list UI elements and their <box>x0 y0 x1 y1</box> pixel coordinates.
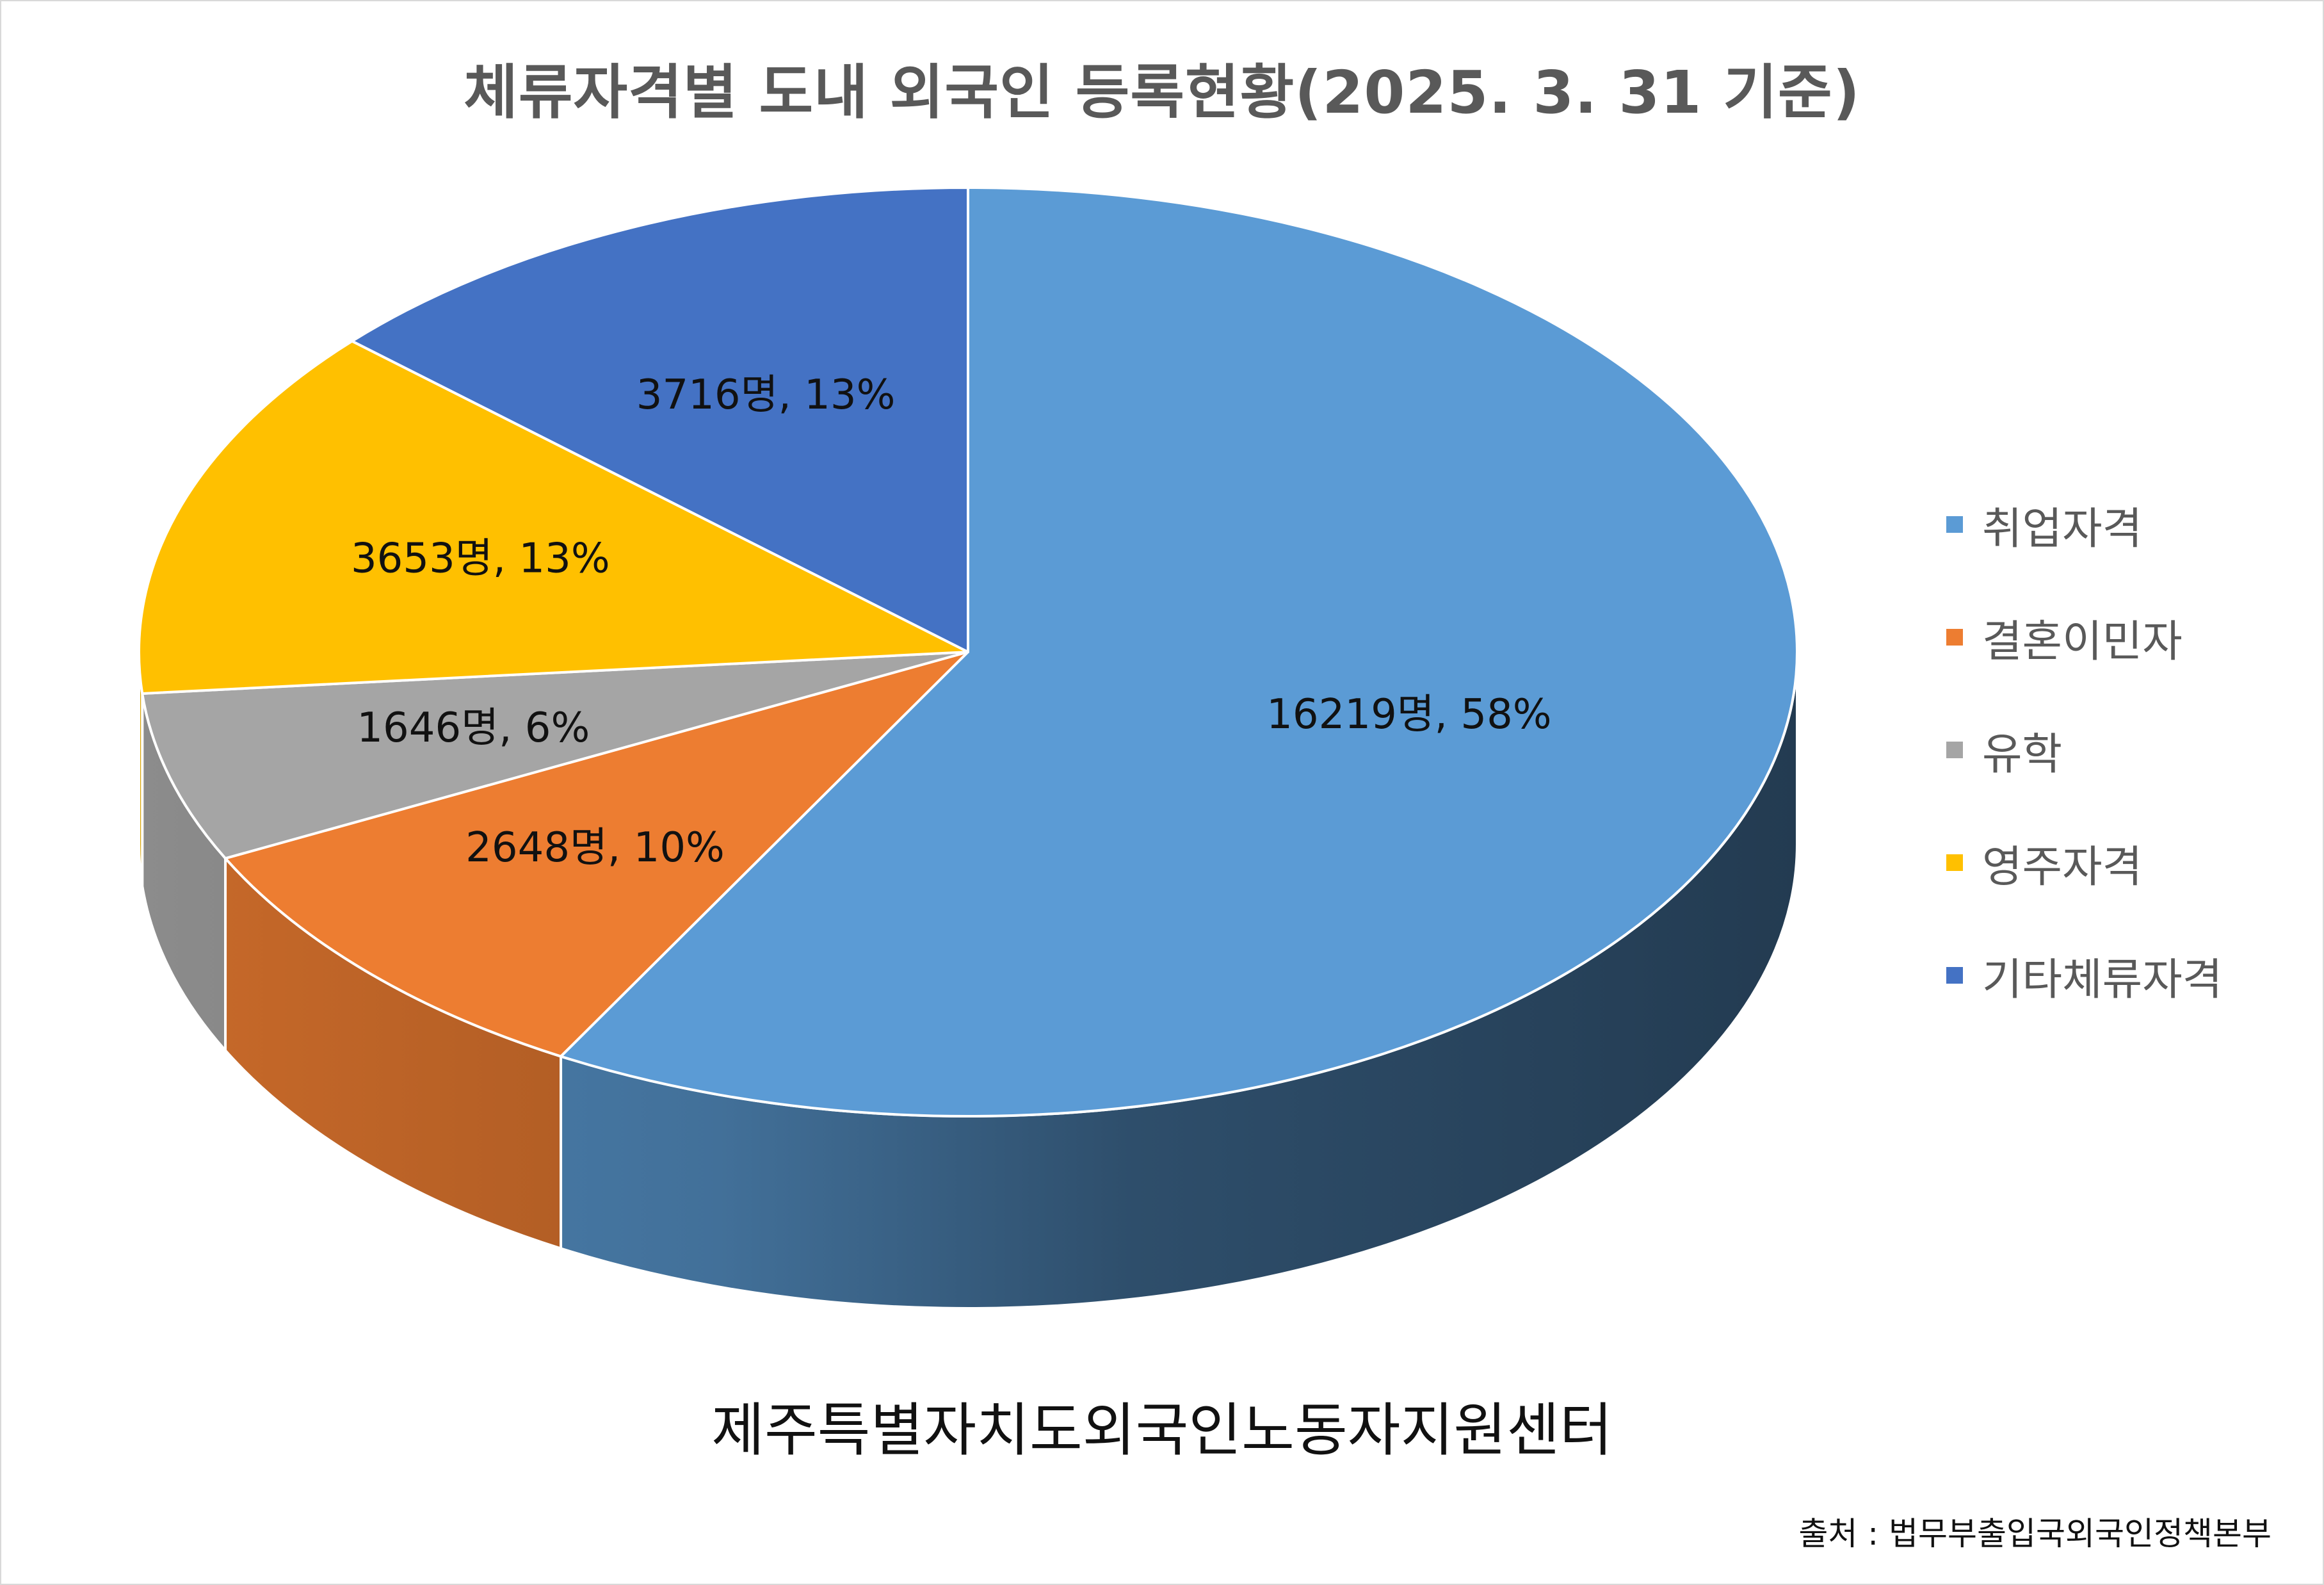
chart-title: 체류자격별 도내 외국인 등록현황(2025. 3. 31 기준) <box>464 58 1860 127</box>
legend-swatch <box>1946 967 1963 984</box>
pie-top <box>138 186 1799 1118</box>
pie-slice-3 <box>138 339 969 695</box>
legend-label: 유학 <box>1982 729 2063 780</box>
legend-swatch <box>1946 516 1963 533</box>
pie-slice-1 <box>224 651 969 1058</box>
legend-swatch <box>1946 742 1963 758</box>
pie-slice-2 <box>141 651 969 860</box>
legend-label: 결혼이민자 <box>1982 617 2183 667</box>
legend-label: 기타체류자격 <box>1982 955 2223 1005</box>
pie-data-labels: 16219명, 58% 2648명, 10% 1646명, 6% 3653명, 13%… <box>351 371 1552 872</box>
legend-swatch <box>1946 854 1963 871</box>
source-note: 출처 : 법무부출입국외국인정책본부 <box>1798 1515 2272 1552</box>
center-name: 제주특별자치도외국인노동자지원센터 <box>711 1397 1613 1464</box>
data-label-slice-3: 3653명, 13% <box>351 535 610 582</box>
data-label-slice-1: 2648명, 10% <box>465 824 725 872</box>
legend-swatch <box>1946 629 1963 646</box>
pie-slice-4 <box>350 186 969 653</box>
legend-label: 영주자격 <box>1982 842 2143 893</box>
pie-slice-0 <box>560 186 1799 1118</box>
data-label-slice-4: 3716명, 13% <box>636 371 896 419</box>
legend-label: 취업자격 <box>1982 504 2143 555</box>
data-label-slice-0: 16219명, 58% <box>1266 691 1551 738</box>
data-label-slice-2: 1646명, 6% <box>357 704 590 752</box>
